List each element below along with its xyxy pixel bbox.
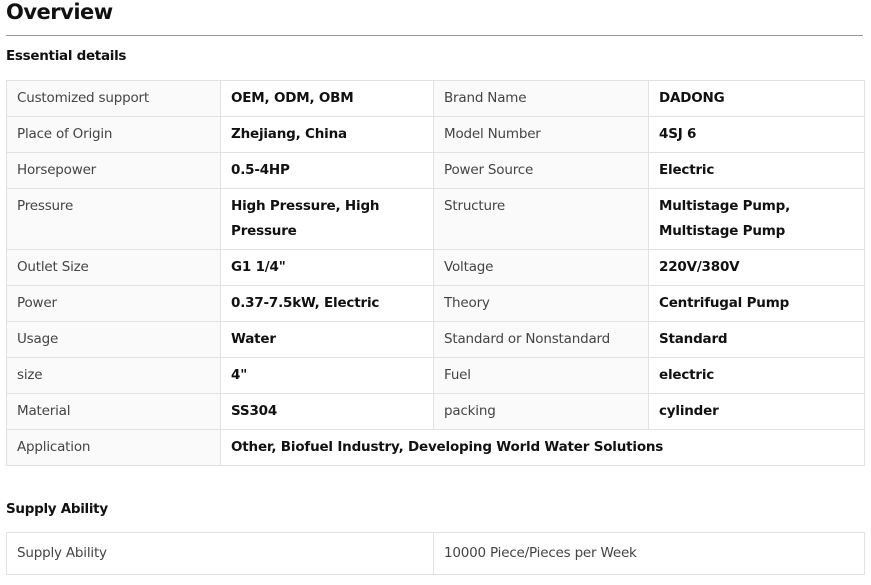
spec-label: Customized support (6, 80, 221, 117)
table-row: Usage Water Standard or Nonstandard Standar… (6, 321, 865, 358)
spec-value: 0.37-7.5kW, Electric (220, 285, 434, 322)
spec-label: Model Number (433, 116, 649, 153)
spec-label: size (6, 357, 221, 394)
table-row: size 4" Fuel electric (6, 357, 865, 394)
spec-value: OEM, ODM, OBM (220, 80, 434, 117)
spec-label: Fuel (433, 357, 649, 394)
spec-value: cylinder (648, 393, 865, 430)
divider (6, 35, 863, 36)
spec-value: electric (648, 357, 865, 394)
essential-details-table: Customized support OEM, ODM, OBM Brand Nam… (6, 80, 865, 466)
spec-value: G1 1/4" (220, 249, 434, 286)
spec-label: Usage (6, 321, 221, 358)
table-row: Application Other, Biofuel Industry, Deve… (6, 429, 865, 466)
supply-ability-heading: Supply Ability (6, 501, 108, 517)
spec-label: Power Source (433, 152, 649, 189)
spec-label: Material (6, 393, 221, 430)
spec-label: Voltage (433, 249, 649, 286)
spec-label: Structure (433, 188, 649, 250)
table-row: Place of Origin Zhejiang, China Model Numb… (6, 116, 865, 153)
spec-label: Pressure (6, 188, 221, 250)
spec-label: Brand Name (433, 80, 649, 117)
spec-label: Theory (433, 285, 649, 322)
spec-value: Centrifugal Pump (648, 285, 865, 322)
table-row: Power 0.37-7.5kW, Electric Theory Centrifug… (6, 285, 865, 322)
spec-value: DADONG (648, 80, 865, 117)
spec-value: High Pressure, High Pressure (220, 188, 434, 250)
supply-ability-table: Supply Ability 10000 Piece/Pieces per We… (6, 532, 865, 575)
spec-label: Power (6, 285, 221, 322)
spec-value: 0.5-4HP (220, 152, 434, 189)
page-title: Overview (6, 0, 113, 24)
spec-value: 220V/380V (648, 249, 865, 286)
supply-label: Supply Ability (6, 532, 434, 575)
table-row: Customized support OEM, ODM, OBM Brand Nam… (6, 80, 865, 117)
spec-label: Outlet Size (6, 249, 221, 286)
spec-value: Zhejiang, China (220, 116, 434, 153)
essential-details-heading: Essential details (6, 48, 127, 64)
spec-value: SS304 (220, 393, 434, 430)
spec-label: packing (433, 393, 649, 430)
spec-value: 4" (220, 357, 434, 394)
table-row: Material SS304 packing cylinder (6, 393, 865, 430)
table-row: Outlet Size G1 1/4" Voltage 220V/380V (6, 249, 865, 286)
spec-value: Standard (648, 321, 865, 358)
supply-value: 10000 Piece/Pieces per Week (433, 532, 865, 575)
spec-value: 4SJ 6 (648, 116, 865, 153)
spec-label: Horsepower (6, 152, 221, 189)
spec-label: Application (6, 429, 221, 466)
spec-value: Water (220, 321, 434, 358)
spec-label: Standard or Nonstandard (433, 321, 649, 358)
table-row: Supply Ability 10000 Piece/Pieces per We… (6, 532, 865, 575)
spec-label: Place of Origin (6, 116, 221, 153)
spec-value: Multistage Pump, Multistage Pump (648, 188, 865, 250)
spec-value: Other, Biofuel Industry, Developing Worl… (220, 429, 865, 466)
table-row: Horsepower 0.5-4HP Power Source Electric (6, 152, 865, 189)
table-row: Pressure High Pressure, High Pressure Stru… (6, 188, 865, 250)
spec-value: Electric (648, 152, 865, 189)
